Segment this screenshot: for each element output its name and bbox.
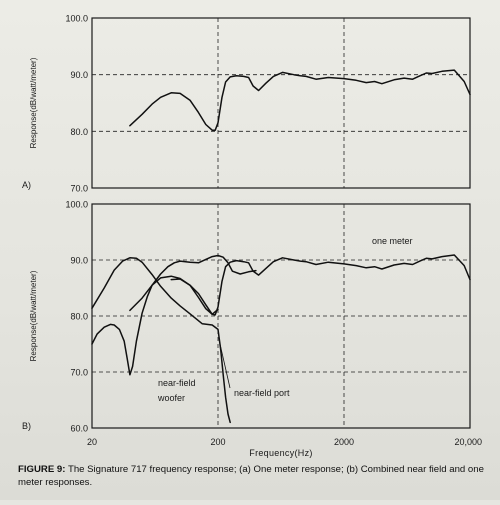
y-tick-label-a: 80.0 xyxy=(70,127,88,137)
y-tick-label-b: 60.0 xyxy=(70,424,88,434)
annotation-woofer: woofer xyxy=(157,393,185,403)
panel-a-one-meter-response: 100.0 90.0 80.0 70.0 Response(dB/watt/meter)… xyxy=(22,14,471,194)
x-tick-label: 20 xyxy=(87,437,97,447)
caption-label: FIGURE 9: xyxy=(18,464,66,475)
y-tick-label-b: 90.0 xyxy=(70,256,88,266)
y-axis-label-a: Response(dB/watt/meter) xyxy=(29,57,38,148)
annotation-near-field-port: near-field port xyxy=(234,388,290,398)
series-line-b-one-meter xyxy=(170,254,471,316)
y-tick-label-a: 90.0 xyxy=(70,70,88,80)
series-line-b-near-field-woofer xyxy=(91,257,231,424)
panel-b-combined-response: 100.0 90.0 80.0 70.0 60.0 20 200 2000 20,000 Freq… xyxy=(22,200,482,459)
series-line-b-near-field-port xyxy=(91,254,257,376)
series-line-a-extra-0 xyxy=(129,69,471,131)
y-axis-label-b: Response(dB/watt/meter) xyxy=(29,270,38,361)
x-tick-label: 200 xyxy=(210,437,225,447)
y-tick-label-b: 80.0 xyxy=(70,312,88,322)
figure-caption: FIGURE 9: The Signature 717 frequency re… xyxy=(18,464,488,489)
y-tick-label-b: 70.0 xyxy=(70,368,88,378)
annotation-one-meter: one meter xyxy=(372,236,413,246)
annotation-near-field: near-field xyxy=(158,378,196,388)
plot-frame-a xyxy=(91,17,471,189)
x-tick-label: 2000 xyxy=(334,437,354,447)
x-axis-label: Frequency(Hz) xyxy=(249,448,312,458)
y-tick-label-a: 70.0 xyxy=(70,184,88,194)
panel-label-a: A) xyxy=(22,180,31,190)
panel-label-b: B) xyxy=(22,421,31,431)
caption-text: The Signature 717 frequency response; (a… xyxy=(18,464,484,488)
y-tick-label-b: 100.0 xyxy=(65,200,88,210)
series-line-b-extra-3 xyxy=(129,275,219,316)
annotation-leader-port xyxy=(219,343,231,389)
y-tick-label-a: 100.0 xyxy=(65,14,88,24)
x-tick-label: 20,000 xyxy=(454,437,482,447)
